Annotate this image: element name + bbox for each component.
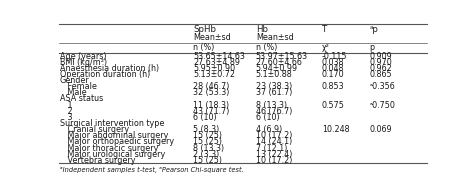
Text: 46 (76.7): 46 (76.7) [256, 107, 292, 116]
Text: 10 (17.2): 10 (17.2) [256, 156, 292, 165]
Text: 53.97±15.63: 53.97±15.63 [256, 51, 308, 61]
Text: Vertebra surgery: Vertebra surgery [60, 156, 136, 165]
Text: Gender: Gender [60, 76, 90, 85]
Text: 23 (38.3): 23 (38.3) [256, 82, 292, 91]
Text: n (%): n (%) [193, 43, 215, 52]
Text: 10 (17.2): 10 (17.2) [256, 131, 292, 140]
Text: 27.63±4.89: 27.63±4.89 [193, 58, 240, 67]
Text: 14 (24.1): 14 (24.1) [256, 137, 292, 146]
Text: 27.60±4.66: 27.60±4.66 [256, 58, 303, 67]
Text: Mean±sd: Mean±sd [256, 33, 293, 42]
Text: n (%): n (%) [256, 43, 277, 52]
Text: Operation duration (h): Operation duration (h) [60, 70, 150, 79]
Text: 43 (71.7): 43 (71.7) [193, 107, 230, 116]
Text: 2 (3.3): 2 (3.3) [193, 150, 219, 159]
Text: 5 (8.3): 5 (8.3) [193, 125, 219, 134]
Text: Mean±sd: Mean±sd [193, 33, 231, 42]
Text: ᵃ0.356: ᵃ0.356 [370, 82, 395, 91]
Text: 15 (25): 15 (25) [193, 156, 222, 165]
Text: 0.962: 0.962 [370, 64, 392, 73]
Text: Age (years): Age (years) [60, 51, 107, 61]
Text: ᵃ0.750: ᵃ0.750 [370, 101, 395, 110]
Text: 11 (18.3): 11 (18.3) [193, 101, 229, 110]
Text: ᵃIndependent samples t-test, ᵃPearson Chi-square test.: ᵃIndependent samples t-test, ᵃPearson Ch… [60, 167, 244, 173]
Text: 1: 1 [60, 101, 73, 110]
Text: -0.115: -0.115 [322, 51, 347, 61]
Text: 7 (12.1): 7 (12.1) [256, 144, 287, 152]
Text: Hb: Hb [256, 25, 268, 34]
Text: 10.248: 10.248 [322, 125, 349, 134]
Text: 6 (10): 6 (10) [256, 113, 279, 122]
Text: 28 (46.7): 28 (46.7) [193, 82, 230, 91]
Text: Male: Male [60, 88, 87, 97]
Text: 0.575: 0.575 [322, 101, 345, 110]
Text: 37 (61.7): 37 (61.7) [256, 88, 292, 97]
Text: 15 (25): 15 (25) [193, 131, 222, 140]
Text: BMI (kg/m²): BMI (kg/m²) [60, 58, 107, 67]
Text: 0.048: 0.048 [322, 64, 345, 73]
Text: 0.069: 0.069 [370, 125, 392, 134]
Text: Major thoracic surgery: Major thoracic surgery [60, 144, 158, 152]
Text: Major urological surgery: Major urological surgery [60, 150, 165, 159]
Text: Major orthopaedic surgery: Major orthopaedic surgery [60, 137, 174, 146]
Text: 0.853: 0.853 [322, 82, 345, 91]
Text: 13 (22.4): 13 (22.4) [256, 150, 292, 159]
Text: 0.970: 0.970 [370, 58, 392, 67]
Text: 4 (6.9): 4 (6.9) [256, 125, 282, 134]
Text: 15 (25): 15 (25) [193, 137, 222, 146]
Text: Anaesthesia duration (h): Anaesthesia duration (h) [60, 64, 159, 73]
Text: 2: 2 [60, 107, 73, 116]
Text: 5.1±0.88: 5.1±0.88 [256, 70, 292, 79]
Text: 5.13±0.72: 5.13±0.72 [193, 70, 235, 79]
Text: 0.865: 0.865 [370, 70, 392, 79]
Text: Cranial surgery: Cranial surgery [60, 125, 129, 134]
Text: p: p [370, 43, 375, 52]
Text: 32 (53.3): 32 (53.3) [193, 88, 230, 97]
Text: Female: Female [60, 82, 97, 91]
Text: 8 (13.3): 8 (13.3) [256, 101, 287, 110]
Text: Major abdominal surgery: Major abdominal surgery [60, 131, 168, 140]
Text: ASA status: ASA status [60, 94, 103, 104]
Text: Surgical intervention type: Surgical intervention type [60, 119, 164, 128]
Text: 0.038: 0.038 [322, 58, 345, 67]
Text: 3: 3 [60, 113, 73, 122]
Text: T: T [322, 25, 327, 34]
Text: SpHb: SpHb [193, 25, 216, 34]
Text: 6 (10): 6 (10) [193, 113, 217, 122]
Text: 53.65±14.63: 53.65±14.63 [193, 51, 245, 61]
Text: 0.909: 0.909 [370, 51, 392, 61]
Text: 0.170: 0.170 [322, 70, 345, 79]
Text: 8 (13.3): 8 (13.3) [193, 144, 225, 152]
Text: 5.94±0.99: 5.94±0.99 [256, 64, 298, 73]
Text: χ²: χ² [322, 43, 330, 52]
Text: 5.95±0.90: 5.95±0.90 [193, 64, 236, 73]
Text: ᵃp: ᵃp [370, 25, 379, 34]
